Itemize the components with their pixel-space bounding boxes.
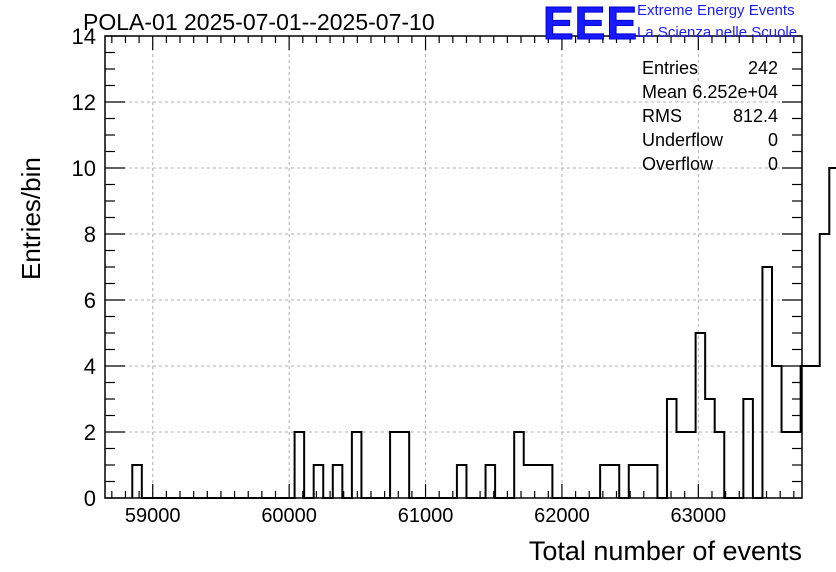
stat-value: 6.252e+04: [692, 82, 778, 102]
x-axis-label: Total number of events: [528, 536, 802, 566]
stat-label: RMS: [642, 106, 682, 126]
stat-value: 0: [767, 154, 778, 174]
stat-row-entries: Entries 242: [640, 58, 778, 82]
stat-label: Entries: [642, 58, 699, 78]
stat-row-underflow: Underflow 0: [640, 130, 778, 154]
eee-logo: EEE: [542, 0, 639, 49]
stat-label: Overflow: [642, 154, 714, 174]
x-tick-label: 59000: [125, 505, 181, 527]
x-tick-label: 62000: [534, 505, 590, 527]
y-tick-label: 6: [84, 288, 96, 313]
chart-title: POLA-01 2025-07-01--2025-07-10: [83, 9, 435, 35]
x-tick-label: 60000: [261, 505, 317, 527]
y-tick-label: 10: [72, 156, 96, 181]
y-tick-label: 8: [84, 222, 96, 247]
y-tick-label: 2: [84, 420, 96, 445]
stats-box: Entries 242 Mean 6.252e+04 RMS 812.4 Und…: [640, 58, 778, 178]
stat-value: 0: [767, 130, 778, 150]
stat-row-rms: RMS 812.4: [640, 106, 778, 130]
y-axis-label: Entries/bin: [16, 157, 46, 280]
y-axis-label-wrap: Entries/bin: [8, 157, 46, 280]
x-tick-label: 61000: [398, 505, 454, 527]
stat-label: Mean: [642, 82, 688, 102]
y-tick-label: 12: [72, 90, 96, 115]
histogram-series: [131, 167, 836, 499]
x-tick-label: 63000: [671, 505, 727, 527]
stat-value: 812.4: [732, 106, 778, 126]
y-tick-label: 0: [84, 486, 96, 511]
y-tick-label: 14: [72, 24, 96, 49]
stat-row-mean: Mean 6.252e+04: [640, 82, 778, 106]
logo-line-1: Extreme Energy Events: [637, 2, 795, 19]
stat-row-overflow: Overflow 0: [640, 154, 778, 178]
stat-value: 242: [747, 58, 778, 78]
logo-line-2: La Scienza nelle Scuole: [637, 24, 798, 41]
stat-label: Underflow: [642, 130, 724, 150]
y-tick-label: 4: [84, 354, 96, 379]
